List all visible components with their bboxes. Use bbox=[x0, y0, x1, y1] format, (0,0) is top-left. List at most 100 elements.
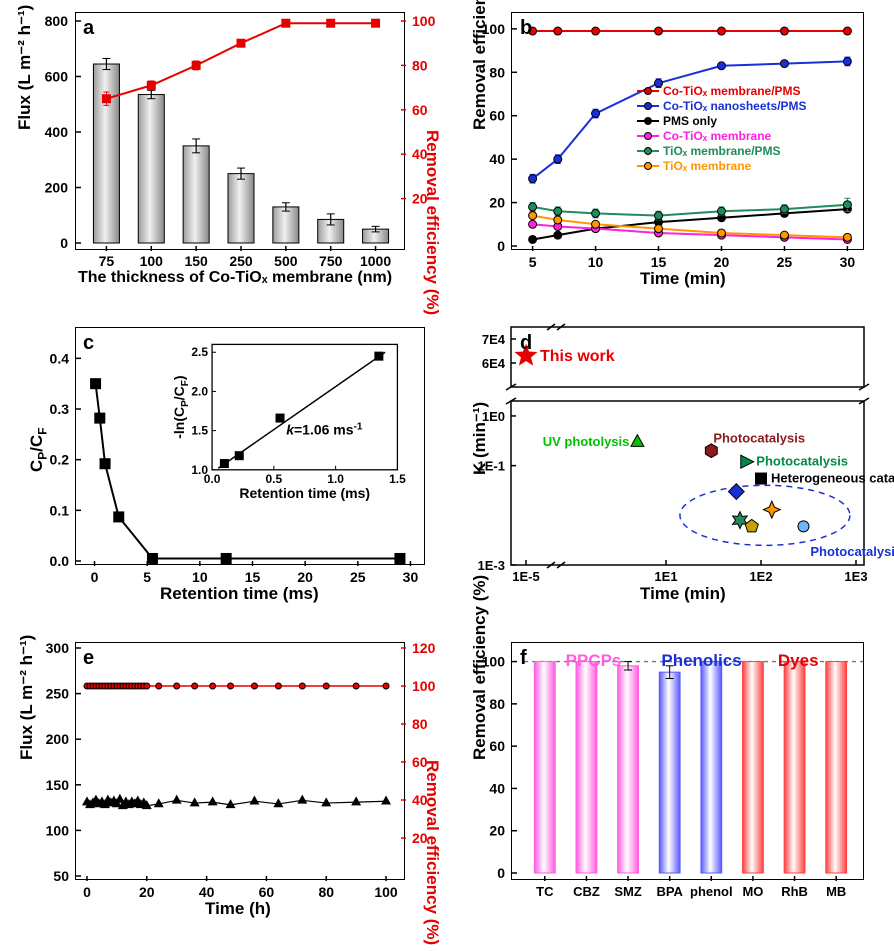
svg-text:Retention time (ms): Retention time (ms) bbox=[239, 485, 370, 501]
svg-text:TC: TC bbox=[536, 884, 554, 899]
svg-text:0.4: 0.4 bbox=[50, 350, 70, 366]
svg-text:60: 60 bbox=[489, 738, 505, 754]
svg-text:phenol: phenol bbox=[690, 884, 733, 899]
svg-text:RhB: RhB bbox=[781, 884, 808, 899]
panel-label-e: e bbox=[83, 647, 94, 670]
svg-text:1E-3: 1E-3 bbox=[478, 558, 505, 573]
svg-text:6E4: 6E4 bbox=[482, 356, 506, 371]
svg-text:40: 40 bbox=[489, 780, 505, 796]
svg-text:0: 0 bbox=[497, 865, 505, 881]
svg-text:Co-TiOₓ nanosheets/PMS: Co-TiOₓ nanosheets/PMS bbox=[663, 99, 807, 113]
figure-root: 0200400600800204060801007510015025050075… bbox=[0, 0, 894, 951]
svg-text:25: 25 bbox=[350, 569, 366, 585]
svg-text:150: 150 bbox=[184, 253, 208, 269]
svg-text:1.0: 1.0 bbox=[327, 472, 344, 486]
svg-text:0.3: 0.3 bbox=[50, 401, 70, 417]
svg-text:25: 25 bbox=[777, 254, 793, 270]
svg-text:7E4: 7E4 bbox=[482, 332, 506, 347]
chart-d: 1E-51E11E21E31E-31E-11E06E47E4This workU… bbox=[511, 327, 864, 565]
xlabel-c: Retention time (ms) bbox=[160, 584, 319, 604]
svg-text:UV photolysis: UV photolysis bbox=[543, 434, 630, 449]
panel-f: 020406080100TCCBZSMZBPAphenolMORhBMBPPCP… bbox=[511, 642, 864, 880]
svg-text:PPCPs: PPCPs bbox=[566, 651, 622, 670]
ylabel-e: Flux (L m⁻² h⁻¹) bbox=[17, 635, 37, 760]
svg-text:MO: MO bbox=[742, 884, 763, 899]
svg-text:10: 10 bbox=[192, 569, 208, 585]
svg-text:0: 0 bbox=[83, 884, 91, 900]
svg-text:20: 20 bbox=[489, 195, 505, 211]
svg-text:1E1: 1E1 bbox=[654, 569, 677, 584]
svg-text:50: 50 bbox=[53, 868, 69, 884]
svg-text:BPA: BPA bbox=[656, 884, 683, 899]
svg-text:400: 400 bbox=[45, 124, 69, 140]
panel-label-d: d bbox=[520, 332, 532, 355]
svg-text:TiOₓ membrane: TiOₓ membrane bbox=[663, 159, 752, 173]
xlabel-e: Time (h) bbox=[205, 899, 271, 919]
svg-text:Photocatalysis: Photocatalysis bbox=[810, 544, 894, 559]
svg-text:60: 60 bbox=[489, 108, 505, 124]
svg-text:0: 0 bbox=[60, 235, 68, 251]
svg-text:750: 750 bbox=[319, 253, 343, 269]
svg-text:2.0: 2.0 bbox=[191, 384, 208, 398]
svg-text:100: 100 bbox=[412, 13, 436, 29]
svg-text:20: 20 bbox=[139, 884, 155, 900]
svg-text:80: 80 bbox=[318, 884, 334, 900]
svg-text:Co-TiOₓ membrane/PMS: Co-TiOₓ membrane/PMS bbox=[663, 84, 801, 98]
svg-text:80: 80 bbox=[489, 696, 505, 712]
svg-text:15: 15 bbox=[245, 569, 261, 585]
svg-text:1000: 1000 bbox=[360, 253, 391, 269]
panel-b: 51015202530020406080100Co-TiOₓ membrane/… bbox=[511, 12, 864, 250]
svg-text:This work: This work bbox=[540, 348, 615, 365]
svg-text:20: 20 bbox=[297, 569, 313, 585]
svg-text:Photocatalysis: Photocatalysis bbox=[756, 454, 848, 469]
svg-text:30: 30 bbox=[403, 569, 419, 585]
y2label-a: Removal efficiency (%) bbox=[422, 130, 442, 315]
svg-text:20: 20 bbox=[714, 254, 730, 270]
svg-text:100: 100 bbox=[374, 884, 398, 900]
svg-text:30: 30 bbox=[840, 254, 856, 270]
svg-text:0: 0 bbox=[91, 569, 99, 585]
ylabel-f: Removal efficiency (%) bbox=[470, 575, 490, 760]
svg-text:-ln(CP/CF): -ln(CP/CF) bbox=[171, 375, 191, 438]
svg-text:0.1: 0.1 bbox=[50, 502, 70, 518]
svg-text:800: 800 bbox=[45, 13, 69, 29]
svg-text:600: 600 bbox=[45, 69, 69, 85]
svg-text:1.0: 1.0 bbox=[191, 463, 208, 477]
svg-text:0: 0 bbox=[497, 238, 505, 254]
svg-text:k=1.06 ms-1: k=1.06 ms-1 bbox=[286, 422, 363, 438]
svg-text:5: 5 bbox=[143, 569, 151, 585]
ylabel-a: Flux (L m⁻² h⁻¹) bbox=[15, 5, 35, 130]
svg-text:250: 250 bbox=[46, 686, 70, 702]
svg-text:40: 40 bbox=[489, 151, 505, 167]
svg-text:20: 20 bbox=[489, 823, 505, 839]
chart-c: 0510152025300.00.10.20.30.40.00.51.01.51… bbox=[76, 328, 426, 566]
svg-text:Photocatalysis: Photocatalysis bbox=[713, 431, 805, 446]
chart-b: 51015202530020406080100Co-TiOₓ membrane/… bbox=[512, 13, 865, 251]
svg-text:Dyes: Dyes bbox=[778, 651, 819, 670]
svg-text:100: 100 bbox=[140, 253, 164, 269]
chart-a: 0200400600800204060801007510015025050075… bbox=[76, 13, 406, 251]
panel-label-b: b bbox=[520, 17, 532, 40]
xlabel-d: Time (min) bbox=[640, 584, 726, 604]
svg-text:60: 60 bbox=[259, 884, 275, 900]
chart-f: 020406080100TCCBZSMZBPAphenolMORhBMBPPCP… bbox=[512, 643, 865, 881]
svg-text:0.0: 0.0 bbox=[50, 553, 70, 569]
svg-text:100: 100 bbox=[46, 822, 70, 838]
panel-e: 0204060801005010015020025030020406080100… bbox=[75, 642, 405, 880]
panel-label-a: a bbox=[83, 17, 94, 40]
svg-text:1E3: 1E3 bbox=[844, 569, 867, 584]
svg-text:5: 5 bbox=[529, 254, 537, 270]
panel-d: 1E-51E11E21E31E-31E-11E06E47E4This workU… bbox=[511, 327, 864, 565]
svg-text:60: 60 bbox=[412, 102, 428, 118]
svg-text:2.5: 2.5 bbox=[191, 345, 208, 359]
svg-text:Heterogeneous catalysis: Heterogeneous catalysis bbox=[771, 471, 894, 486]
svg-text:10: 10 bbox=[588, 254, 604, 270]
svg-text:TiOₓ membrane/PMS: TiOₓ membrane/PMS bbox=[663, 144, 781, 158]
y2label-e: Removal efficiency (%) bbox=[422, 760, 442, 945]
chart-e: 0204060801005010015020025030020406080100… bbox=[76, 643, 406, 881]
svg-text:0.2: 0.2 bbox=[50, 452, 70, 468]
svg-text:80: 80 bbox=[412, 57, 428, 73]
svg-text:150: 150 bbox=[46, 777, 70, 793]
panel-label-c: c bbox=[83, 332, 94, 355]
svg-text:Phenolics: Phenolics bbox=[661, 651, 741, 670]
